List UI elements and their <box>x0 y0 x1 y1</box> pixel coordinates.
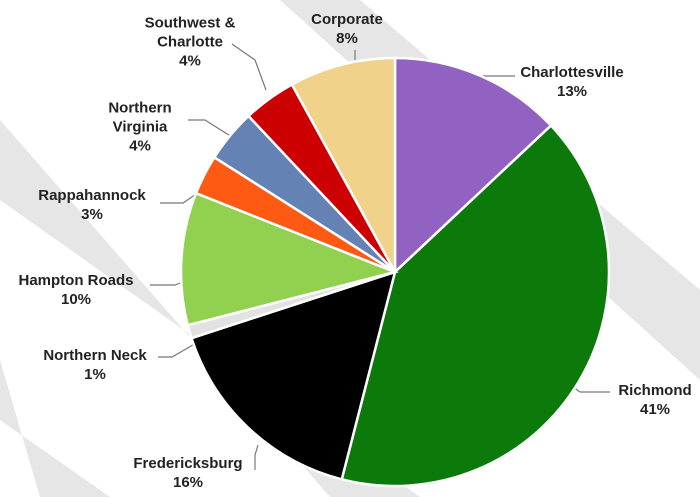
category-label: Hampton Roads <box>18 272 134 289</box>
slice-label: Northern Virginia 4% <box>95 99 185 156</box>
slice-label: Southwest & Charlotte 4% <box>135 14 245 71</box>
pie-slice <box>189 270 397 481</box>
category-label: Northern Neck <box>43 347 147 364</box>
pie-slice <box>340 123 611 488</box>
slice-label: Fredericksburg 16% <box>108 454 268 492</box>
category-label: Northern Virginia <box>108 99 172 136</box>
value-label: 1% <box>84 366 106 383</box>
value-label: 4% <box>179 52 201 70</box>
pie-slice <box>393 56 553 275</box>
value-label: 3% <box>81 206 103 223</box>
slice-label: Richmond 41% <box>610 381 700 419</box>
slice-label: Northern Neck 1% <box>15 346 175 384</box>
slice-label: Corporate 8% <box>287 10 407 48</box>
slice-label: Rappahannock 3% <box>12 186 172 224</box>
value-label: 4% <box>129 137 151 155</box>
value-label: 41% <box>639 401 671 418</box>
category-label: Richmond <box>618 382 692 399</box>
slice-label: Charlottesville 13% <box>492 63 652 101</box>
category-label: Charlottesville <box>520 64 624 81</box>
category-label: Fredericksburg <box>133 455 243 472</box>
value-label: 8% <box>336 30 358 47</box>
value-label: 10% <box>60 291 92 308</box>
category-label: Corporate <box>311 11 383 28</box>
value-label: 13% <box>556 83 588 100</box>
value-label: 16% <box>172 474 204 491</box>
category-label: Rappahannock <box>38 187 146 204</box>
pie-slice <box>179 191 400 327</box>
pie-slice <box>290 56 397 273</box>
slice-label: Hampton Roads 10% <box>0 271 156 309</box>
category-label: Southwest & Charlotte <box>144 14 236 51</box>
